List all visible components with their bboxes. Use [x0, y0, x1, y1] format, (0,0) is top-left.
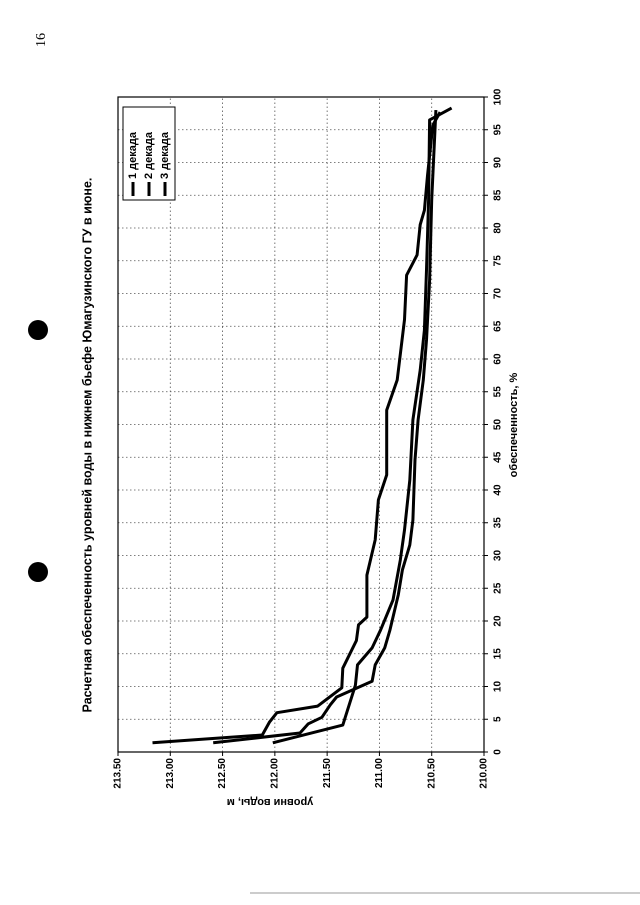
y-tick-label: 211.50 — [322, 758, 333, 788]
y-tick-label: 213.00 — [165, 758, 176, 789]
y-tick-label: 212.00 — [269, 758, 280, 789]
x-tick-label: 75 — [493, 255, 504, 267]
punch-hole — [28, 562, 48, 582]
x-tick-label: 35 — [493, 517, 504, 529]
legend-label: 3 декада — [159, 131, 171, 179]
x-axis-title: обеспеченность, % — [508, 372, 520, 477]
x-tick-label: 90 — [493, 157, 504, 169]
x-tick-label: 85 — [493, 189, 504, 201]
y-tick-label: 213.50 — [113, 758, 124, 789]
data-line — [213, 110, 438, 745]
x-tick-label: 10 — [493, 681, 504, 693]
data-line — [272, 106, 453, 745]
y-tick-label: 212.50 — [217, 758, 228, 789]
punch-hole — [28, 320, 48, 340]
legend-label: 2 декада — [143, 131, 155, 179]
data-line — [152, 111, 442, 745]
page-number: 16 — [34, 33, 49, 47]
x-tick-label: 95 — [493, 124, 504, 136]
y-tick-label: 210.50 — [426, 758, 437, 789]
legend-label: 1 декада — [127, 131, 139, 179]
x-tick-label: 40 — [493, 484, 504, 496]
x-tick-label: 70 — [493, 288, 504, 300]
chart-title: Расчетная обеспеченность уровней воды в … — [80, 178, 94, 713]
x-tick-label: 15 — [493, 648, 504, 660]
chart: Расчетная обеспеченность уровней воды в … — [80, 88, 520, 808]
y-axis-title: уровни воды, м — [227, 796, 313, 808]
x-tick-label: 25 — [493, 582, 504, 594]
x-tick-label: 5 — [493, 716, 504, 722]
y-tick-label: 210.00 — [479, 758, 490, 789]
x-tick-label: 65 — [493, 320, 504, 332]
x-tick-label: 30 — [493, 550, 504, 562]
x-tick-label: 55 — [493, 386, 504, 398]
x-tick-label: 20 — [493, 615, 504, 627]
x-tick-label: 60 — [493, 353, 504, 365]
legend-box — [122, 106, 176, 201]
x-tick-label: 80 — [493, 222, 504, 234]
plot-frame — [117, 96, 485, 753]
x-tick-label: 100 — [493, 88, 504, 105]
x-tick-label: 50 — [493, 419, 504, 431]
y-tick-label: 211.00 — [374, 758, 385, 788]
x-tick-label: 45 — [493, 451, 504, 463]
x-tick-label: 0 — [493, 749, 504, 755]
